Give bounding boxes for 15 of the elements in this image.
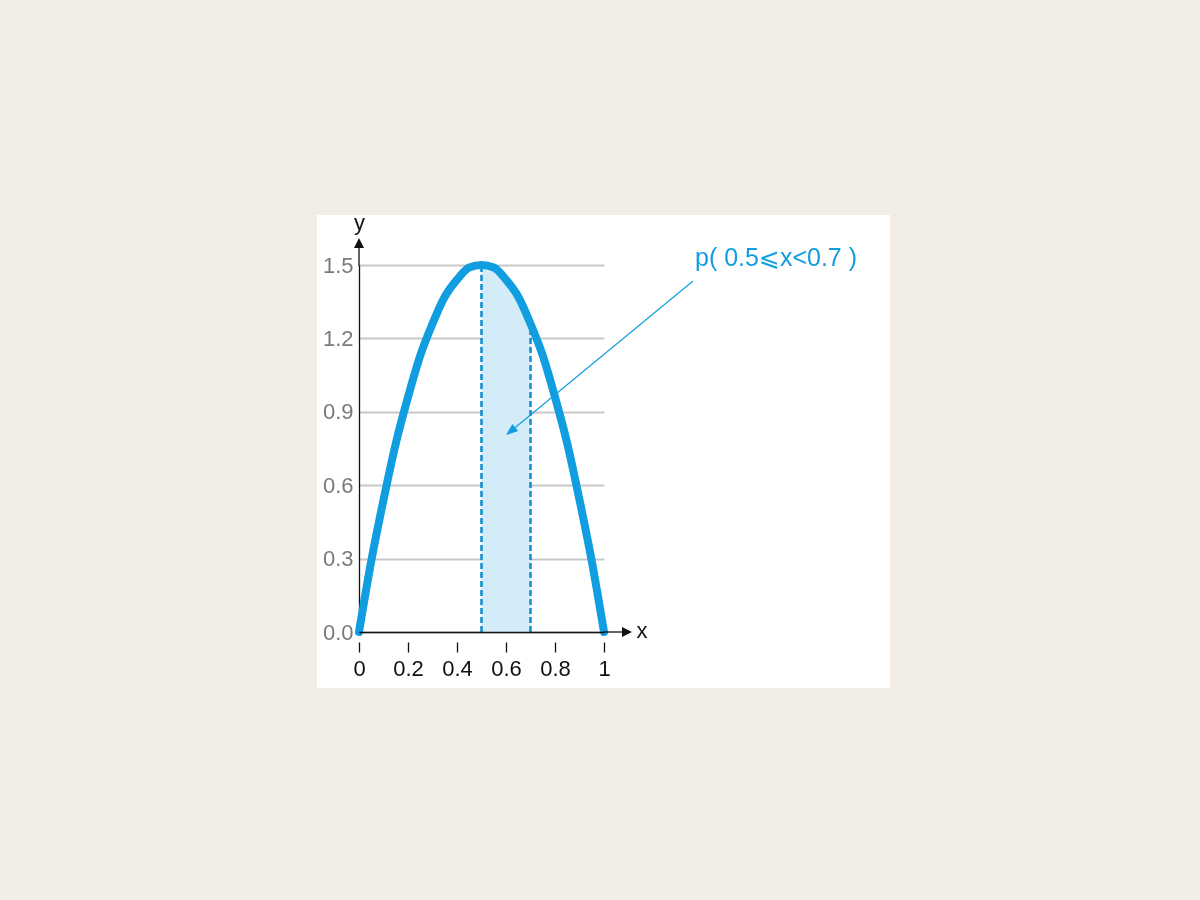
x-tick-label: 0.4 (442, 655, 473, 681)
x-axis-title: x (636, 617, 648, 643)
y-axis-title: y (354, 209, 365, 235)
x-tick-label: 0.8 (540, 655, 571, 681)
y-tick-label: 1.5 (322, 252, 354, 278)
y-tick-label: 0.0 (322, 619, 354, 645)
text: p( 0.5⩽x<0.7 ) (695, 243, 857, 271)
y-tick-label: 0.6 (322, 472, 354, 498)
y-tick-label: 0.3 (322, 546, 354, 572)
x-tick-label: 0.2 (393, 655, 424, 681)
x-tick-label: 0.6 (491, 655, 522, 681)
y-tick-label: 1.2 (322, 325, 354, 351)
y-tick-label: 0.9 (322, 399, 354, 425)
x-tick-label: 1 (598, 655, 611, 681)
x-tick-label: 0 (353, 655, 366, 681)
